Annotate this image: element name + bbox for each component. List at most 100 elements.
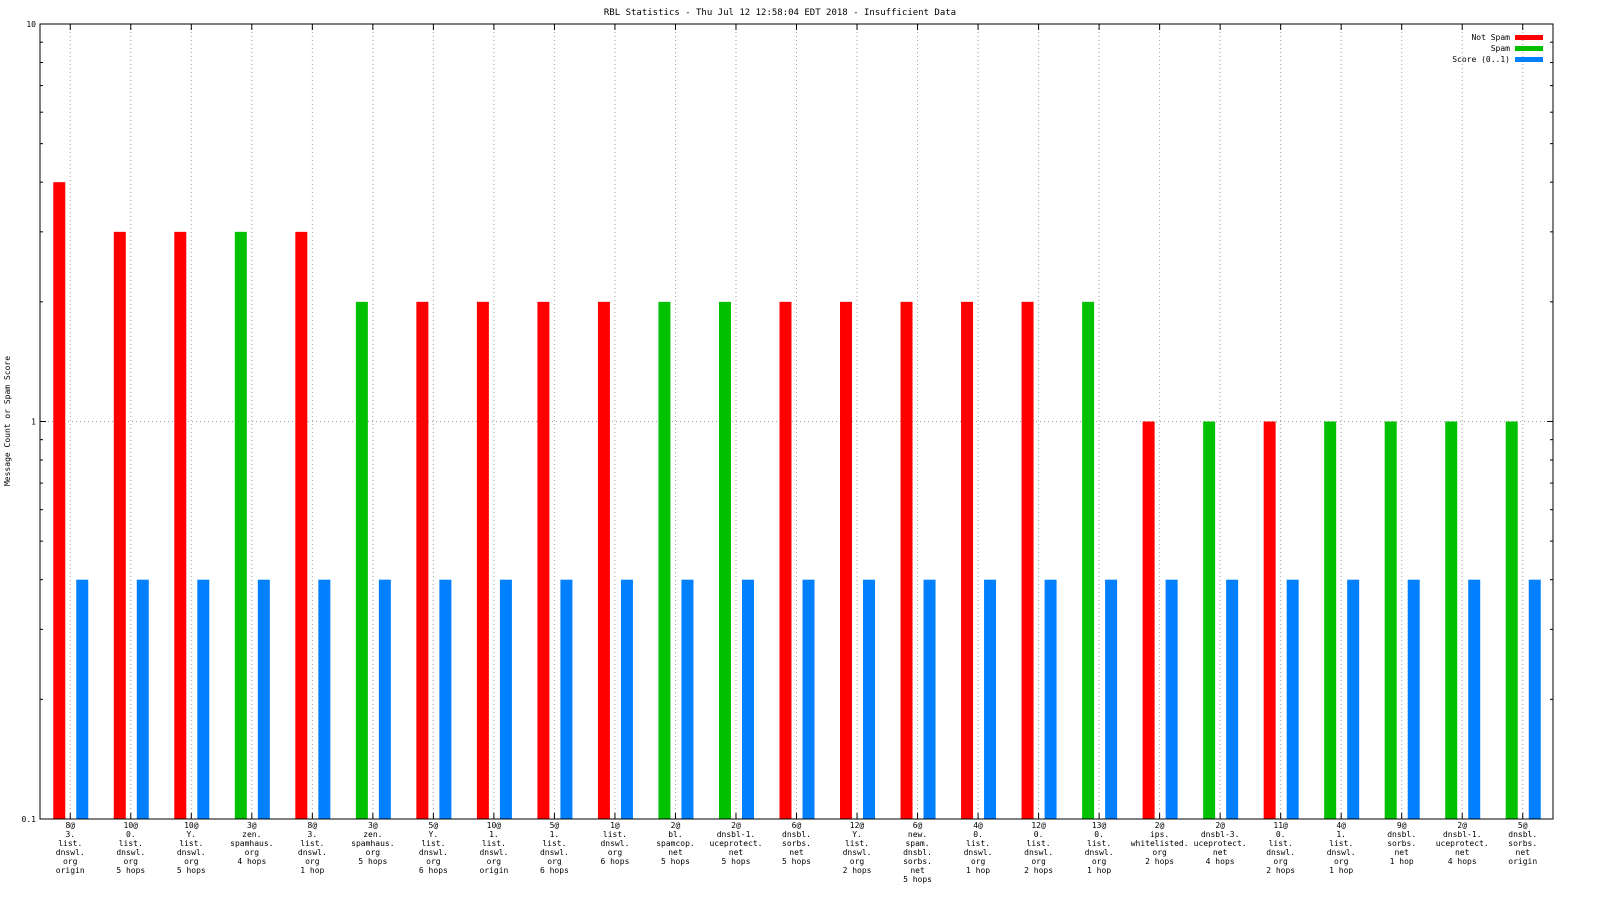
x-tick-label-line: org [850,857,865,866]
x-tick-label-line: 2@ [1457,821,1467,830]
x-tick-label-line: net [1516,848,1531,857]
bar-not-spam [1142,421,1155,819]
x-tick-label-line: whitelisted. [1131,839,1189,848]
bar-score [681,579,694,819]
x-tick-label-line: sorbs. [903,857,932,866]
bar-score [1286,579,1299,819]
x-tick-label: 5@ dnsbl. sorbs. net origin [1508,821,1537,866]
x-tick-label-line: net [789,848,804,857]
x-tick-label-line: dnsbl-1. [717,830,756,839]
x-tick-label: 3@ zen. spamhaus. org 5 hops [351,821,394,866]
x-tick-label: 6@ new. spam. dnsbl. sorbs. net 5 hops [903,821,932,884]
x-tick-label-line: 6 hops [419,866,448,875]
x-tick-label-line: 2@ [731,821,741,830]
x-tick-label-line: 1 hop [1390,857,1414,866]
bar-not-spam [113,231,126,819]
x-tick-label: 2@ bl. spamcop. net 5 hops [656,821,695,866]
x-tick-label-line: net [910,866,925,875]
x-tick-label-line: dnswl. [479,848,508,857]
bar-spam [718,301,731,819]
x-tick-label: 8@ 3. list. dnswl. org 1 hop [298,821,327,875]
x-tick-label-line: 5@ [429,821,439,830]
x-tick-label-line: list. [482,839,506,848]
x-tick-label: 11@ 0. list. dnswl. org 2 hops [1266,821,1295,875]
y-tick-label: 10 [26,20,36,29]
y-tick-label: 1 [31,418,36,427]
x-tick-label-line: zen. [242,830,261,839]
x-tick-label-line: org [971,857,986,866]
bar-score [984,579,997,819]
x-tick-label-line: 5 hops [782,857,811,866]
legend-swatch [1515,35,1543,40]
x-tick-label: 9@ dnsbl. sorbs. net 1 hop [1387,821,1416,866]
bar-score [76,579,89,819]
x-tick-label-line: 0. [973,830,983,839]
bar-not-spam [53,182,66,819]
bar-score [1165,579,1178,819]
x-tick-label-line: origin [56,866,85,875]
x-tick-label-line: list. [421,839,445,848]
x-tick-label-line: Y. [429,830,439,839]
x-tick-label: 2@ dnsbl-1. uceprotect. net 4 hops [1436,821,1489,866]
x-tick-label-line: 5 hops [903,875,932,884]
x-tick-label-line: 5 hops [116,866,145,875]
x-tick-label-line: 0. [1034,830,1044,839]
x-tick-label-line: list. [1027,839,1051,848]
x-tick-label-line: dnswl. [116,848,145,857]
legend: Not Spam Spam Score (0..1) [1452,33,1543,64]
grid-layer [40,24,1553,819]
x-tick-label-line: dnsbl. [782,830,811,839]
x-tick-label-line: org [426,857,441,866]
x-tick-label-line: 3. [65,830,75,839]
bar-score [923,579,936,819]
x-tick-label-line: spamhaus. [230,839,273,848]
x-tick-label-line: dnswl. [600,839,629,848]
x-tick-label-line: 8@ [308,821,318,830]
x-tick-label-line: uceprotect. [1436,839,1489,848]
x-tick-label-line: list. [119,839,143,848]
bar-not-spam [961,301,974,819]
x-tick-label: 10@ 1. list. dnswl. org origin [479,821,508,875]
x-tick-label-line: org [608,848,623,857]
x-tick-label-line: spamcop. [656,839,695,848]
bar-spam [1505,421,1518,819]
x-tick-label-line: list. [845,839,869,848]
x-tick-label-line: dnsbl-3. [1201,830,1240,839]
x-tick-label-line: 2@ [1215,821,1225,830]
x-tick-label-line: org [1334,857,1349,866]
x-tick-label-line: 5 hops [177,866,206,875]
x-tick-label-line: dnswl. [419,848,448,857]
x-tick-label: 2@ dnsbl-1. uceprotect. net 5 hops [709,821,762,866]
legend-label: Score (0..1) [1452,55,1510,64]
bar-not-spam [900,301,913,819]
x-tick-label-line: uceprotect. [1194,839,1247,848]
x-tick-label-line: dnsbl. [1387,830,1416,839]
bar-score [620,579,633,819]
x-tick-label-line: 13@ [1092,821,1107,830]
x-tick-label-line: dnswl. [1024,848,1053,857]
x-tick-label-line: 5 hops [722,857,751,866]
x-tick-label-line: 2@ [1155,821,1165,830]
x-tick-label-line: 1@ [610,821,620,830]
x-tick-label-line: 3@ [368,821,378,830]
x-tick-label-line: 0. [126,830,136,839]
x-tick-label: 2@ dnsbl-3. uceprotect. net 4 hops [1194,821,1247,866]
x-tick-label: 12@ 0. list. dnswl. org 2 hops [1024,821,1053,875]
x-tick-label-line: org [184,857,199,866]
x-tick-label-line: 2 hops [1024,866,1053,875]
x-tick-label-line: org [245,848,260,857]
bar-score [1347,579,1360,819]
bar-not-spam [295,231,308,819]
x-tick-label-line: 1. [1336,830,1346,839]
x-tick-label-line: dnsbl-1. [1443,830,1482,839]
bar-score [378,579,391,819]
x-tick-label-line: 10@ [124,821,139,830]
x-tick-label-line: net [1455,848,1470,857]
bar-spam [355,301,368,819]
x-tick-label-line: 6@ [792,821,802,830]
x-tick-label-line: bl. [668,830,682,839]
bar-spam [658,301,671,819]
x-tick-label-line: list. [542,839,566,848]
y-axis-label: Message Count or Spam Score [3,356,12,486]
